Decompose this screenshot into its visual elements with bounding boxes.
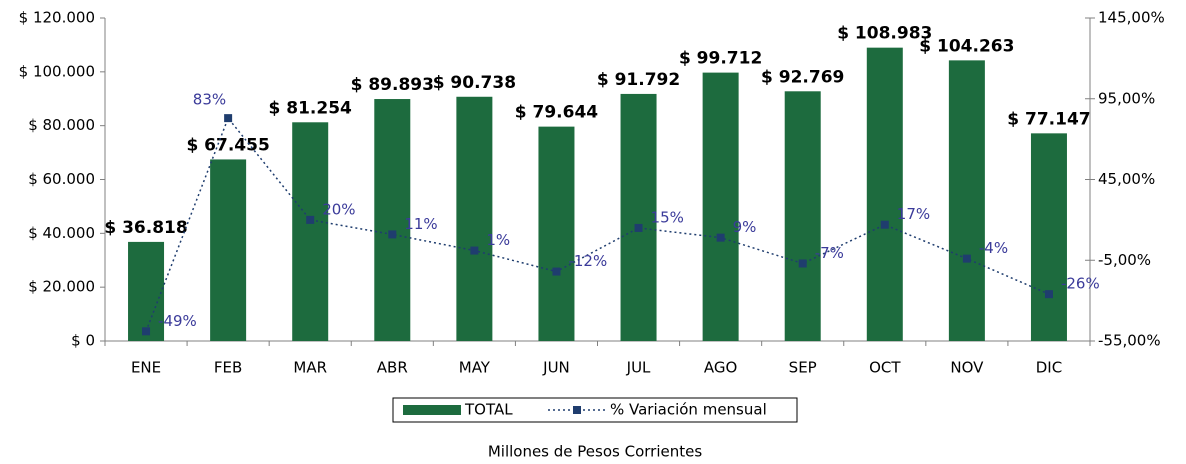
- line-marker: [552, 267, 561, 276]
- bar-value-label: $ 36.818: [104, 218, 187, 238]
- line-value-label: -49%: [158, 312, 197, 330]
- bar: [538, 126, 575, 341]
- x-tick-label: AGO: [704, 359, 737, 377]
- x-tick-label: OCT: [869, 359, 901, 377]
- y-tick-label: $ 0: [71, 332, 95, 350]
- legend-label: % Variación mensual: [610, 401, 767, 419]
- line-marker: [142, 327, 151, 336]
- bar: [1030, 133, 1067, 341]
- line-value-label: 11%: [404, 215, 437, 233]
- bar: [948, 60, 985, 341]
- bar-value-label: $ 92.769: [761, 67, 844, 87]
- bar-value-label: $ 89.893: [351, 75, 434, 95]
- x-tick-label: NOV: [950, 359, 984, 377]
- bar-value-label: $ 67.455: [186, 135, 269, 155]
- y-tick-label: $ 20.000: [28, 278, 95, 296]
- x-tick-label: DIC: [1036, 359, 1062, 377]
- x-tick-label: MAR: [293, 359, 327, 377]
- bar-value-label: $ 108.983: [837, 24, 932, 44]
- line-marker: [716, 233, 725, 242]
- y2-tick-label: 145,00%: [1098, 9, 1165, 27]
- x-tick-label: FEB: [214, 359, 242, 377]
- bar-value-label: $ 99.712: [679, 49, 762, 69]
- bar: [620, 93, 657, 341]
- y-tick-label: $ 40.000: [28, 224, 95, 242]
- x-axis-label: Millones de Pesos Corrientes: [488, 443, 703, 461]
- y-tick-label: $ 80.000: [28, 116, 95, 134]
- bar: [702, 72, 739, 342]
- y2-tick-label: -5,00%: [1098, 251, 1151, 269]
- x-tick-label: JUN: [542, 359, 570, 377]
- x-tick-label: ENE: [131, 359, 161, 377]
- line-marker: [224, 114, 233, 123]
- bar: [292, 122, 329, 341]
- line-value-label: 1%: [486, 231, 510, 249]
- line-value-label: -4%: [979, 239, 1008, 257]
- y2-tick-label: 95,00%: [1098, 89, 1155, 107]
- line-marker: [388, 230, 397, 239]
- line-marker: [470, 246, 479, 255]
- x-tick-label: JUL: [626, 359, 651, 377]
- legend-label: TOTAL: [464, 401, 513, 419]
- line-value-label: 83%: [193, 91, 226, 109]
- line-marker: [306, 215, 315, 224]
- bar-value-label: $ 81.254: [269, 98, 353, 118]
- y2-tick-label: 45,00%: [1098, 170, 1155, 188]
- bar-value-label: $ 79.644: [515, 103, 599, 123]
- line-value-label: -26%: [1061, 275, 1100, 293]
- line-marker: [962, 254, 971, 263]
- x-tick-label: SEP: [789, 359, 817, 377]
- bar-value-label: $ 104.263: [919, 36, 1014, 56]
- line-value-label: 9%: [733, 218, 757, 236]
- line-value-label: -7%: [815, 244, 844, 262]
- line-value-label: 15%: [651, 208, 684, 226]
- bar: [128, 241, 165, 341]
- x-tick-label: ABR: [377, 359, 408, 377]
- y-tick-label: $ 60.000: [28, 170, 95, 188]
- bar-value-label: $ 90.738: [433, 73, 516, 93]
- legend-swatch: [403, 405, 461, 415]
- y-tick-label: $ 120.000: [19, 9, 95, 27]
- y-tick-label: $ 100.000: [19, 62, 95, 80]
- bar: [456, 96, 493, 341]
- line-value-label: 17%: [897, 205, 930, 223]
- line-marker: [880, 220, 889, 229]
- line-marker: [1044, 290, 1053, 299]
- line-value-label: -12%: [568, 252, 607, 270]
- bar: [374, 99, 411, 341]
- legend-marker: [573, 406, 581, 414]
- y2-tick-label: -55,00%: [1098, 332, 1161, 350]
- x-tick-label: MAY: [459, 359, 491, 377]
- bar-value-label: $ 91.792: [597, 70, 680, 90]
- bar: [210, 159, 247, 341]
- line-marker: [798, 259, 807, 268]
- bar: [784, 91, 821, 341]
- bar: [866, 47, 903, 342]
- line-value-label: 20%: [322, 200, 355, 218]
- line-marker: [634, 223, 643, 232]
- bar-value-label: $ 77.147: [1007, 109, 1090, 129]
- line: [145, 116, 1050, 332]
